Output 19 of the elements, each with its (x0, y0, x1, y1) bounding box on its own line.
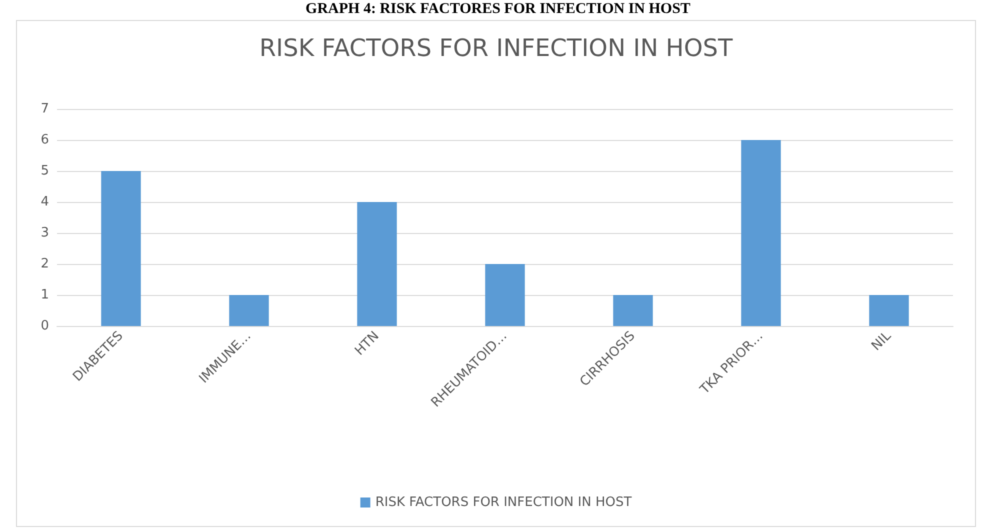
bar (485, 264, 525, 326)
x-tick-label: NIL (869, 328, 895, 354)
bar (613, 295, 653, 326)
y-tick-label: 1 (40, 288, 49, 302)
bar (741, 140, 781, 326)
y-tick-label: 5 (40, 164, 49, 178)
y-tick-label: 0 (40, 318, 49, 334)
y-tick-label: 7 (40, 102, 49, 116)
chart-title: RISK FACTORS FOR INFECTION IN HOST (259, 34, 733, 62)
bar (357, 202, 397, 326)
bar (101, 171, 141, 326)
bar (229, 295, 269, 326)
y-tick-label: 3 (40, 226, 49, 240)
bar (869, 295, 909, 326)
y-tick-label: 2 (40, 256, 49, 272)
legend-label: RISK FACTORS FOR INFECTION IN HOST (375, 495, 632, 510)
y-tick-label: 6 (40, 132, 49, 148)
caption: GRAPH 4: RISK FACTORES FOR INFECTION IN HOST (304, 0, 692, 18)
y-tick-label: 4 (40, 194, 49, 210)
